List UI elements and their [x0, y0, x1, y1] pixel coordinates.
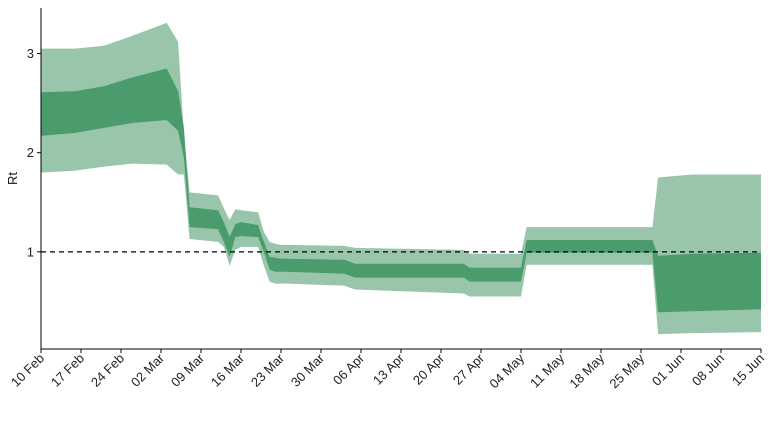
- x-tick-label: 16 Mar: [208, 350, 248, 390]
- x-tick-label: 04 May: [486, 350, 527, 391]
- x-tick-label: 17 Feb: [48, 351, 87, 390]
- x-tick-label: 27 Apr: [450, 350, 488, 388]
- x-tick-label: 25 May: [606, 350, 647, 391]
- x-tick-label: 10 Feb: [8, 351, 47, 390]
- x-tick-label: 20 Apr: [410, 350, 448, 388]
- x-tick-label: 23 Mar: [248, 350, 288, 390]
- y-axis-ticks: 1 2 3: [27, 46, 41, 259]
- x-tick-label: 02 Mar: [128, 350, 168, 390]
- x-tick-label: 13 Apr: [370, 350, 408, 388]
- rt-bands: [41, 22, 761, 335]
- x-axis-ticks: 10 Feb 17 Feb 24 Feb 02 Mar 09 Mar 16 Mar 23 M…: [8, 349, 767, 391]
- x-tick-label: 08 Jun: [689, 351, 727, 389]
- outer-credible-band: [41, 22, 761, 335]
- inner-credible-band: [41, 68, 761, 313]
- y-axis-title: Rt: [5, 172, 20, 185]
- y-tick-label: 2: [27, 145, 34, 160]
- x-tick-label: 09 Mar: [168, 350, 208, 390]
- x-tick-label: 15 Jun: [729, 351, 767, 389]
- x-tick-label: 01 Jun: [649, 351, 687, 389]
- x-tick-label: 06 Apr: [330, 350, 368, 388]
- x-tick-label: 11 May: [527, 350, 567, 390]
- x-tick-label: 30 Mar: [288, 350, 328, 390]
- y-tick-label: 3: [27, 46, 34, 61]
- y-tick-label: 1: [27, 244, 34, 259]
- x-tick-label: 24 Feb: [88, 351, 127, 390]
- x-tick-label: 18 May: [566, 350, 607, 391]
